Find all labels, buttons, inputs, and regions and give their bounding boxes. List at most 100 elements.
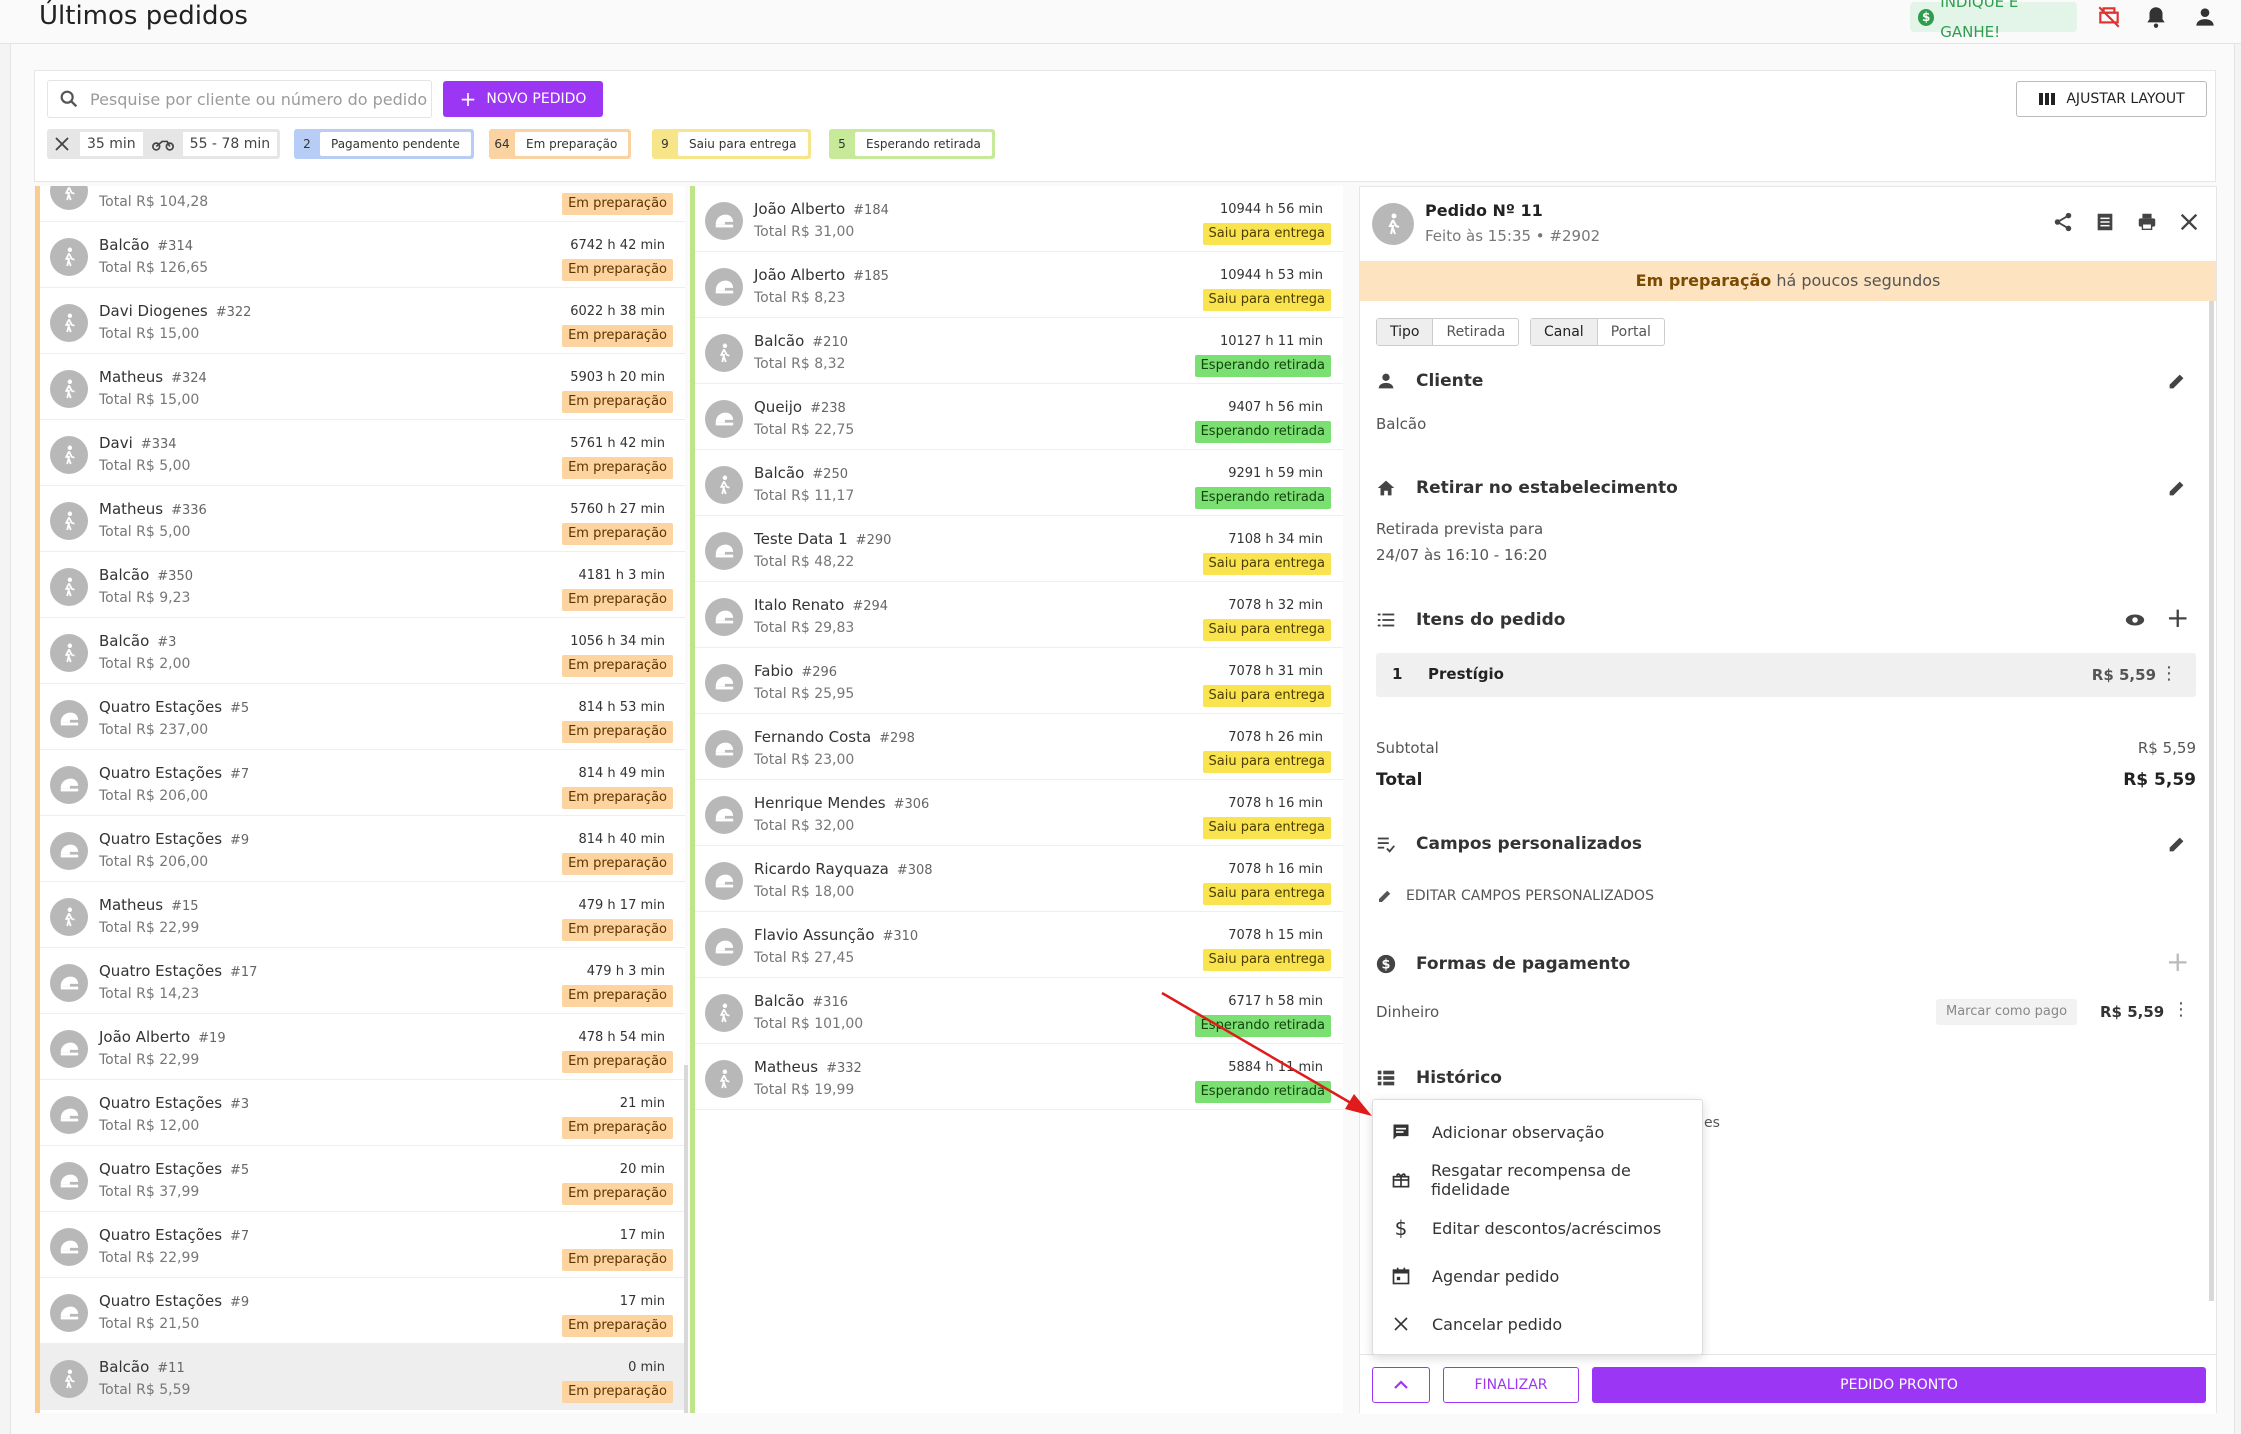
elapsed-time: 5884 h 11 min (1228, 1060, 1323, 1075)
order-card[interactable]: Queijo #238 Total R$ 22,75 9407 h 56 min Esp… (695, 384, 1343, 450)
status-badge: Em preparação (562, 721, 673, 743)
order-card[interactable]: Total R$ 104,28 Em preparação (40, 186, 685, 222)
share-icon[interactable] (2052, 211, 2074, 233)
more-vert-icon[interactable]: ⋮ (2172, 999, 2190, 1020)
walk-icon (50, 238, 88, 276)
customer-name: Fernando Costa #298 (754, 728, 915, 746)
menu-item-resgatar-recompensa[interactable]: Resgatar recompensa de fidelidade (1373, 1156, 1702, 1204)
indique-e-ganhe-button[interactable]: $ INDIQUE E GANHE! (1910, 0, 2077, 41)
subtotal-value: R$ 5,59 (2137, 739, 2196, 757)
item-price: R$ 5,59 (2091, 666, 2156, 684)
order-card[interactable]: Teste Data 1 #290 Total R$ 48,22 7108 h 34 … (695, 516, 1343, 582)
order-card[interactable]: Balcão #250 Total R$ 11,17 9291 h 59 min Esp… (695, 450, 1343, 516)
order-card[interactable]: João Alberto #184 Total R$ 31,00 10944 h 56… (695, 186, 1343, 252)
order-card[interactable]: Matheus #332 Total R$ 19,99 5884 h 11 min Es… (695, 1044, 1343, 1110)
order-item-row[interactable]: 1 Prestígio R$ 5,59 ⋮ (1376, 653, 2196, 697)
order-card[interactable]: Quatro Estações #5 Total R$ 37,99 20 min Em … (40, 1146, 685, 1212)
pedido-pronto-button[interactable]: PEDIDO PRONTO (1592, 1367, 2206, 1403)
order-card[interactable]: Matheus #324 Total R$ 15,00 5903 h 20 min Em… (40, 354, 685, 420)
search-icon (60, 90, 78, 108)
chip-pagamento-pendente[interactable]: 2 Pagamento pendente (294, 129, 474, 159)
preparing-scrollbar[interactable] (684, 1065, 688, 1413)
order-card[interactable]: Balcão #11 Total R$ 5,59 0 min Em preparação (40, 1344, 685, 1410)
order-card[interactable]: Balcão #3 Total R$ 2,00 1056 h 34 min Em pre… (40, 618, 685, 684)
canal-toggle[interactable]: Canal Portal (1530, 318, 1665, 346)
eye-icon[interactable] (2123, 609, 2147, 631)
chip-saiu-para-entrega[interactable]: 9 Saiu para entrega (652, 129, 811, 159)
menu-item-adicionar-observacao[interactable]: Adicionar observação (1373, 1108, 1702, 1156)
add-payment-icon[interactable]: + (2166, 945, 2190, 978)
order-card[interactable]: Quatro Estações #9 Total R$ 21,50 17 min Em … (40, 1278, 685, 1344)
customer-name: Balcão #316 (754, 992, 848, 1010)
order-card[interactable]: Henrique Mendes #306 Total R$ 32,00 7078 h … (695, 780, 1343, 846)
user-icon[interactable] (2192, 4, 2218, 30)
print-icon[interactable] (2136, 211, 2158, 233)
mark-paid-button[interactable]: Marcar como pago (1936, 999, 2078, 1025)
order-card[interactable]: Quatro Estações #7 Total R$ 206,00 814 h 49… (40, 750, 685, 816)
list-icon (1377, 613, 1395, 627)
order-card[interactable]: Matheus #15 Total R$ 22,99 479 h 17 min Em p… (40, 882, 685, 948)
adjust-layout-button[interactable]: AJUSTAR LAYOUT (2016, 81, 2207, 117)
menu-item-editar-descontos[interactable]: $ Editar descontos/acréscimos (1373, 1204, 1702, 1252)
order-card[interactable]: Fabio #296 Total R$ 25,95 7078 h 31 min Saiu… (695, 648, 1343, 714)
pencil-icon[interactable] (2166, 833, 2188, 855)
order-card[interactable]: Quatro Estações #3 Total R$ 12,00 21 min Em … (40, 1080, 685, 1146)
order-card[interactable]: João Alberto #19 Total R$ 22,99 478 h 54 mi… (40, 1014, 685, 1080)
finalizar-button[interactable]: FINALIZAR (1443, 1367, 1579, 1403)
menu-item-cancelar-pedido[interactable]: Cancelar pedido (1373, 1300, 1702, 1348)
search-input[interactable]: Pesquise por cliente ou número do pedido (47, 80, 432, 118)
chip-em-preparacao[interactable]: 64 Em preparação (489, 129, 632, 159)
elapsed-time: 0 min (628, 1360, 665, 1375)
order-card[interactable]: Davi Diogenes #322 Total R$ 15,00 6022 h 38… (40, 288, 685, 354)
pencil-icon[interactable] (2166, 477, 2188, 499)
tipo-toggle[interactable]: Tipo Retirada (1376, 318, 1520, 346)
order-card[interactable]: Balcão #314 Total R$ 126,65 6742 h 42 min Em… (40, 222, 685, 288)
order-card[interactable]: João Alberto #185 Total R$ 8,23 10944 h 53 … (695, 252, 1343, 318)
receipt-icon[interactable] (2094, 211, 2116, 233)
preparing-column[interactable]: Total R$ 104,28 Em preparação Balcão #314 To… (35, 186, 685, 1413)
edit-campos-button[interactable]: EDITAR CAMPOS PERSONALIZADOS (1376, 887, 1654, 905)
customer-name: Davi #334 (99, 434, 177, 452)
utensils-icon[interactable] (2178, 211, 2200, 233)
order-card[interactable]: Flavio Assunção #310 Total R$ 27,45 7078 h … (695, 912, 1343, 978)
chip-esperando-retirada[interactable]: 5 Esperando retirada (829, 129, 995, 159)
tipo-value[interactable]: Retirada (1446, 324, 1506, 340)
menu-item-agendar-pedido[interactable]: Agendar pedido (1373, 1252, 1702, 1300)
new-order-button[interactable]: + NOVO PEDIDO (443, 81, 603, 117)
walk-icon (50, 898, 88, 936)
status-badge: Esperando retirada (1194, 1015, 1331, 1037)
order-card[interactable]: Davi #334 Total R$ 5,00 5761 h 42 min Em pre… (40, 420, 685, 486)
helmet-icon (50, 1030, 88, 1068)
order-number: #350 (157, 569, 193, 584)
order-card[interactable]: Quatro Estações #7 Total R$ 22,99 17 min Em … (40, 1212, 685, 1278)
pencil-icon[interactable] (2166, 370, 2188, 392)
status-badge: Em preparação (562, 457, 673, 479)
order-card[interactable]: Matheus #336 Total R$ 5,00 5760 h 27 min Em … (40, 486, 685, 552)
order-card[interactable]: Quatro Estações #17 Total R$ 14,23 479 h 3 … (40, 948, 685, 1014)
bell-icon[interactable] (2143, 4, 2169, 30)
customer-name: Balcão #3 (99, 632, 177, 650)
customer-name: Quatro Estações #5 (99, 698, 250, 716)
banner-status: Em preparação (1635, 271, 1772, 290)
canal-value[interactable]: Portal (1610, 324, 1651, 340)
order-title: Pedido Nº 11 (1425, 201, 1543, 220)
page-title: Últimos pedidos (39, 1, 248, 31)
order-card[interactable]: Fernando Costa #298 Total R$ 23,00 7078 h 2… (695, 714, 1343, 780)
order-card[interactable]: Balcão #350 Total R$ 9,23 4181 h 3 min Em pr… (40, 552, 685, 618)
order-card[interactable]: Quatro Estações #5 Total R$ 237,00 814 h 53… (40, 684, 685, 750)
customer-name: Queijo #238 (754, 398, 846, 416)
order-card[interactable]: Italo Renato #294 Total R$ 29,83 7078 h 32 … (695, 582, 1343, 648)
printer-off-icon[interactable] (2096, 4, 2122, 30)
delivery-column[interactable]: João Alberto #184 Total R$ 31,00 10944 h 56… (690, 186, 1343, 1413)
order-card[interactable]: Balcão #316 Total R$ 101,00 6717 h 58 min Es… (695, 978, 1343, 1044)
order-card[interactable]: Quatro Estações #9 Total R$ 206,00 814 h 40… (40, 816, 685, 882)
more-vert-icon[interactable]: ⋮ (2160, 663, 2178, 684)
add-item-icon[interactable]: + (2166, 601, 2190, 634)
order-card[interactable]: Ricardo Rayquaza #308 Total R$ 18,00 7078 h… (695, 846, 1343, 912)
order-card[interactable]: Balcão #210 Total R$ 8,32 10127 h 11 min Esp… (695, 318, 1343, 384)
elapsed-time: 479 h 3 min (586, 964, 665, 979)
expand-menu-button[interactable] (1372, 1367, 1430, 1403)
detail-scrollbar[interactable] (2209, 301, 2214, 1301)
time-estimates[interactable]: 35 min 55 - 78 min (47, 129, 281, 159)
cliente-value: Balcão (1376, 415, 1427, 433)
